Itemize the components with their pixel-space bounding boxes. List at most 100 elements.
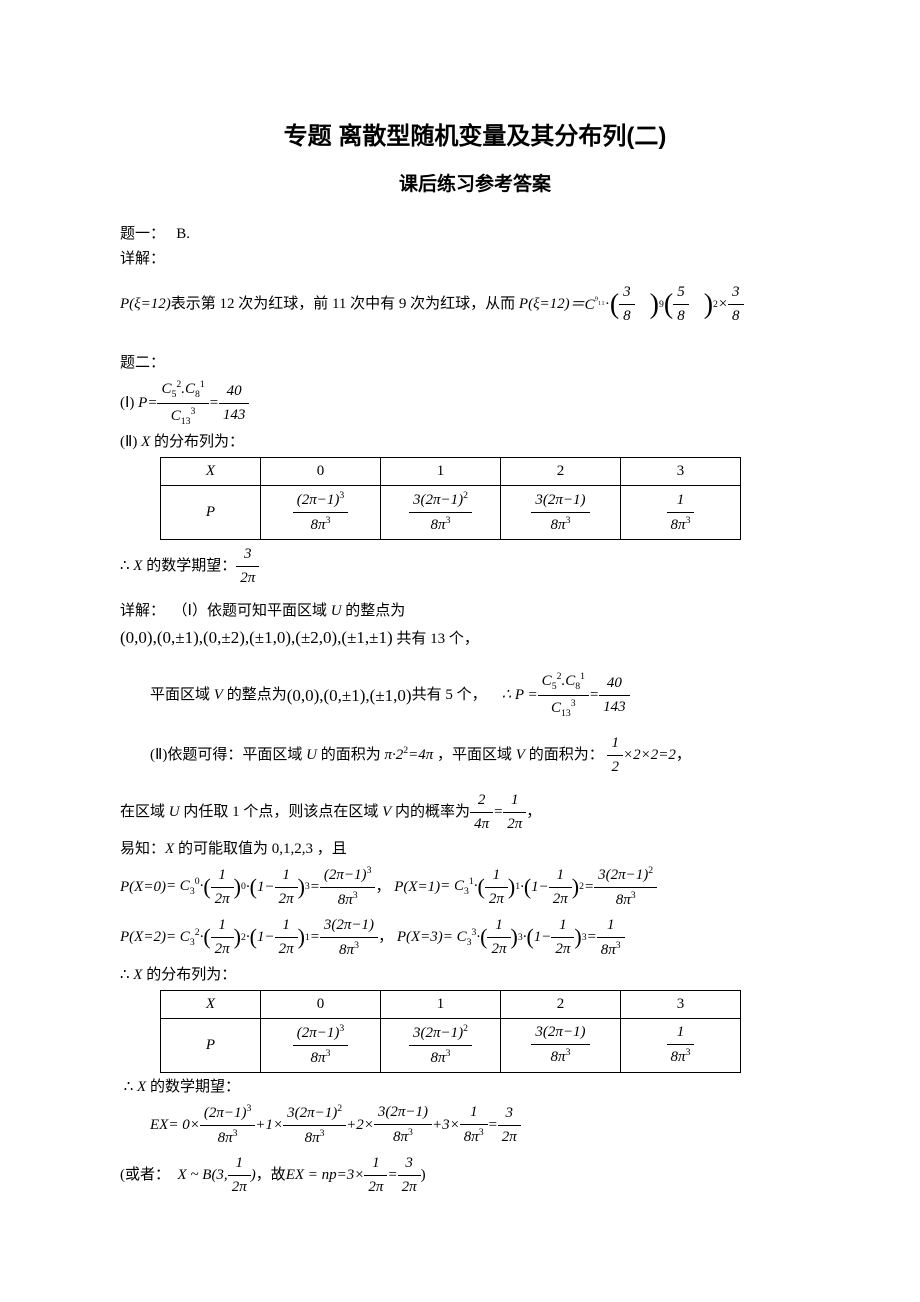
x-vals: 0,1,2,3 bbox=[272, 841, 313, 857]
px2-px3-row: P(X=2) = C32· ( 12π )2 · ( 1− 12π )1 = 3… bbox=[120, 915, 830, 961]
points-v-suffix: 共有 5 个， bbox=[412, 685, 487, 706]
prob-frac2: 1 2π bbox=[503, 790, 526, 835]
suffix: ，且 bbox=[317, 841, 347, 857]
points-u-row: (0,0),(0,±1),(0,±2),(±1,0),(±2,0),(±1,±1… bbox=[120, 626, 830, 650]
dist2-label: ∴ X 的分布列为： bbox=[120, 965, 830, 986]
px2-lhs: P(X=2) bbox=[120, 927, 166, 948]
table-row: P (2π−1)38π3 3(2π−1)28π3 3(2π−1)8π3 18π3 bbox=[161, 486, 741, 540]
table-cell: 1 bbox=[381, 458, 501, 486]
expectation-value: 3 2π bbox=[236, 544, 259, 589]
q2-frac1: C52.C81 C133 bbox=[157, 378, 208, 428]
points-v: (0,0),(0,±1),(±1,0) bbox=[287, 684, 412, 708]
frac-num: 40 bbox=[599, 673, 630, 696]
frac-num: 5 bbox=[673, 282, 689, 305]
frac-num: 40 bbox=[219, 381, 250, 404]
frac-den: 8 bbox=[728, 305, 744, 327]
q2-frac4: 40 143 bbox=[599, 673, 630, 718]
frac-den: 143 bbox=[599, 696, 630, 718]
q2-label: 题二： bbox=[120, 353, 830, 374]
alt-mid: ，故 bbox=[256, 1165, 286, 1186]
frac-num: 3 bbox=[398, 1153, 421, 1176]
table-cell: 2 bbox=[501, 458, 621, 486]
px1-lhs: P(X=1) bbox=[394, 877, 440, 898]
q2-part1: (Ⅰ) P = C52.C81 C133 = 40 143 bbox=[120, 378, 830, 428]
frac-den: 8 bbox=[619, 305, 635, 327]
table-cell: 3 bbox=[621, 458, 741, 486]
q1-explanation: P(ξ=12) 表示第 12 次为红球，前 11 次中有 9 次为红球，从而 P… bbox=[120, 282, 830, 327]
expectation2-prefix: ∴ X 的数学期望： bbox=[120, 1077, 830, 1098]
q1-frac-c: 3 8 bbox=[728, 282, 744, 327]
table-cell: 18π3 bbox=[621, 486, 741, 540]
frac-num: 3 bbox=[498, 1103, 521, 1126]
table-header-x: X bbox=[161, 990, 261, 1018]
possible-values: 易知：X 的可能取值为 0,1,2,3 ，且 bbox=[120, 839, 830, 860]
q2-part2-row: (Ⅱ) X 的分布列为： bbox=[120, 432, 830, 453]
table-cell: 2 bbox=[501, 990, 621, 1018]
q2-dist-label: 的分布列为： bbox=[154, 434, 244, 450]
frac-num: 1 bbox=[364, 1153, 387, 1176]
table-cell: 3(2π−1)8π3 bbox=[501, 1018, 621, 1072]
q1-frac-a: 3 8 bbox=[619, 282, 635, 327]
q2-frac2: 40 143 bbox=[219, 381, 250, 426]
q1-sentence: 表示第 12 次为红球，前 11 次中有 9 次为红球，从而 bbox=[171, 294, 515, 315]
prob-frac1: 2 4π bbox=[470, 790, 493, 835]
ex-equation: EX = 0× (2π−1)38π3 +1× 3(2π−1)28π3 +2× 3… bbox=[150, 1102, 830, 1149]
table-cell: (2π−1)38π3 bbox=[261, 1018, 381, 1072]
table-cell: 18π3 bbox=[621, 1018, 741, 1072]
ex-lhs: EX bbox=[150, 1115, 168, 1136]
px3-lhs: P(X=3) bbox=[397, 927, 443, 948]
prob-row: 在区域 U 内任取 1 个点，则该点在区域 V 内的概率为 2 4π = 1 2… bbox=[120, 790, 830, 835]
page-title: 专题 离散型随机变量及其分布列(二) bbox=[120, 120, 830, 154]
q2-detail1: （Ⅰ）依题可知平面区域 U 的整点为 bbox=[173, 603, 406, 619]
area-row: (Ⅱ)依题可得：平面区域 U 的面积为 π·22=4π ，平面区域 V 的面积为… bbox=[150, 733, 830, 778]
q2-detail-row: 详解： （Ⅰ）依题可知平面区域 U 的整点为 bbox=[120, 601, 830, 622]
paren-r-icon: ) bbox=[650, 285, 659, 324]
q1-detail-label: 详解： bbox=[120, 249, 830, 270]
table-cell: 0 bbox=[261, 458, 381, 486]
table-header-x: X bbox=[161, 458, 261, 486]
q2-frac3: C52.C81 C133 bbox=[538, 670, 589, 720]
frac-num: 2 bbox=[470, 790, 493, 813]
q1-answer: B. bbox=[176, 226, 190, 242]
paren-l-icon: ( bbox=[664, 285, 673, 324]
table-cell: 3(2π−1)28π3 bbox=[381, 1018, 501, 1072]
frac-num: 1 bbox=[503, 790, 526, 813]
table-cell: 3(2π−1)28π3 bbox=[381, 486, 501, 540]
table-cell: 0 bbox=[261, 990, 381, 1018]
q2-part2-label: (Ⅱ) bbox=[120, 434, 137, 450]
points-v-prefix: 平面区域 V 的整点为 bbox=[150, 685, 287, 706]
table-cell: 3 bbox=[621, 990, 741, 1018]
q2-expectation1: ∴ X 的数学期望： 3 2π bbox=[120, 544, 830, 589]
table-header-p: P bbox=[161, 486, 261, 540]
table-row: X 0 1 2 3 bbox=[161, 458, 741, 486]
q1-frac-b: 5 8 bbox=[673, 282, 689, 327]
table-header-p: P bbox=[161, 1018, 261, 1072]
q2-detail-label: 详解： bbox=[120, 603, 165, 619]
frac-num: 3 bbox=[728, 282, 744, 305]
alt-row: (或者： X ~ B(3, 12π ) ，故 EX = np=3× 12π = … bbox=[120, 1153, 830, 1198]
points-u-suffix: 共有 13 个， bbox=[396, 631, 479, 647]
expectation-prefix: ∴ X 的数学期望： bbox=[120, 556, 236, 577]
frac-num: 3 bbox=[619, 282, 635, 305]
q1-pxi1: P(ξ=12) bbox=[120, 294, 171, 315]
px0-lhs: P(X=0) bbox=[120, 877, 166, 898]
frac-den: 143 bbox=[219, 404, 250, 426]
px0-px1-row: P(X=0) = C30· ( 12π )0 · ( 1− 12π )3 = (… bbox=[120, 864, 830, 911]
table-row: X 0 1 2 3 bbox=[161, 990, 741, 1018]
q1-eq: ＝C⁹₁₁ bbox=[570, 294, 605, 316]
area-text: (Ⅱ)依题可得：平面区域 U 的面积为 π·22=4π ，平面区域 V 的面积为… bbox=[150, 744, 604, 766]
q1-label: 题一： bbox=[120, 226, 165, 242]
table-cell: 1 bbox=[381, 990, 501, 1018]
table-cell: 3(2π−1)8π3 bbox=[501, 486, 621, 540]
paren-r-icon: ) bbox=[704, 285, 713, 324]
distribution-table-2: X 0 1 2 3 P (2π−1)38π3 3(2π−1)28π3 3(2π−… bbox=[160, 990, 741, 1073]
page-subtitle: 课后练习参考答案 bbox=[120, 172, 830, 199]
points-v-row: 平面区域 V 的整点为 (0,0),(0,±1),(±1,0) 共有 5 个， … bbox=[150, 670, 830, 720]
distribution-table-1: X 0 1 2 3 P (2π−1)38π3 3(2π−1)28π3 3(2π−… bbox=[160, 457, 741, 540]
q1-pxi2: P(ξ=12) bbox=[519, 294, 570, 315]
q2-p-var: P bbox=[138, 393, 147, 414]
frac-num: 3 bbox=[236, 544, 259, 567]
q2-part1-label: (Ⅰ) bbox=[120, 393, 134, 414]
alt-suffix: ) bbox=[421, 1165, 426, 1186]
table-cell: (2π−1)38π3 bbox=[261, 486, 381, 540]
